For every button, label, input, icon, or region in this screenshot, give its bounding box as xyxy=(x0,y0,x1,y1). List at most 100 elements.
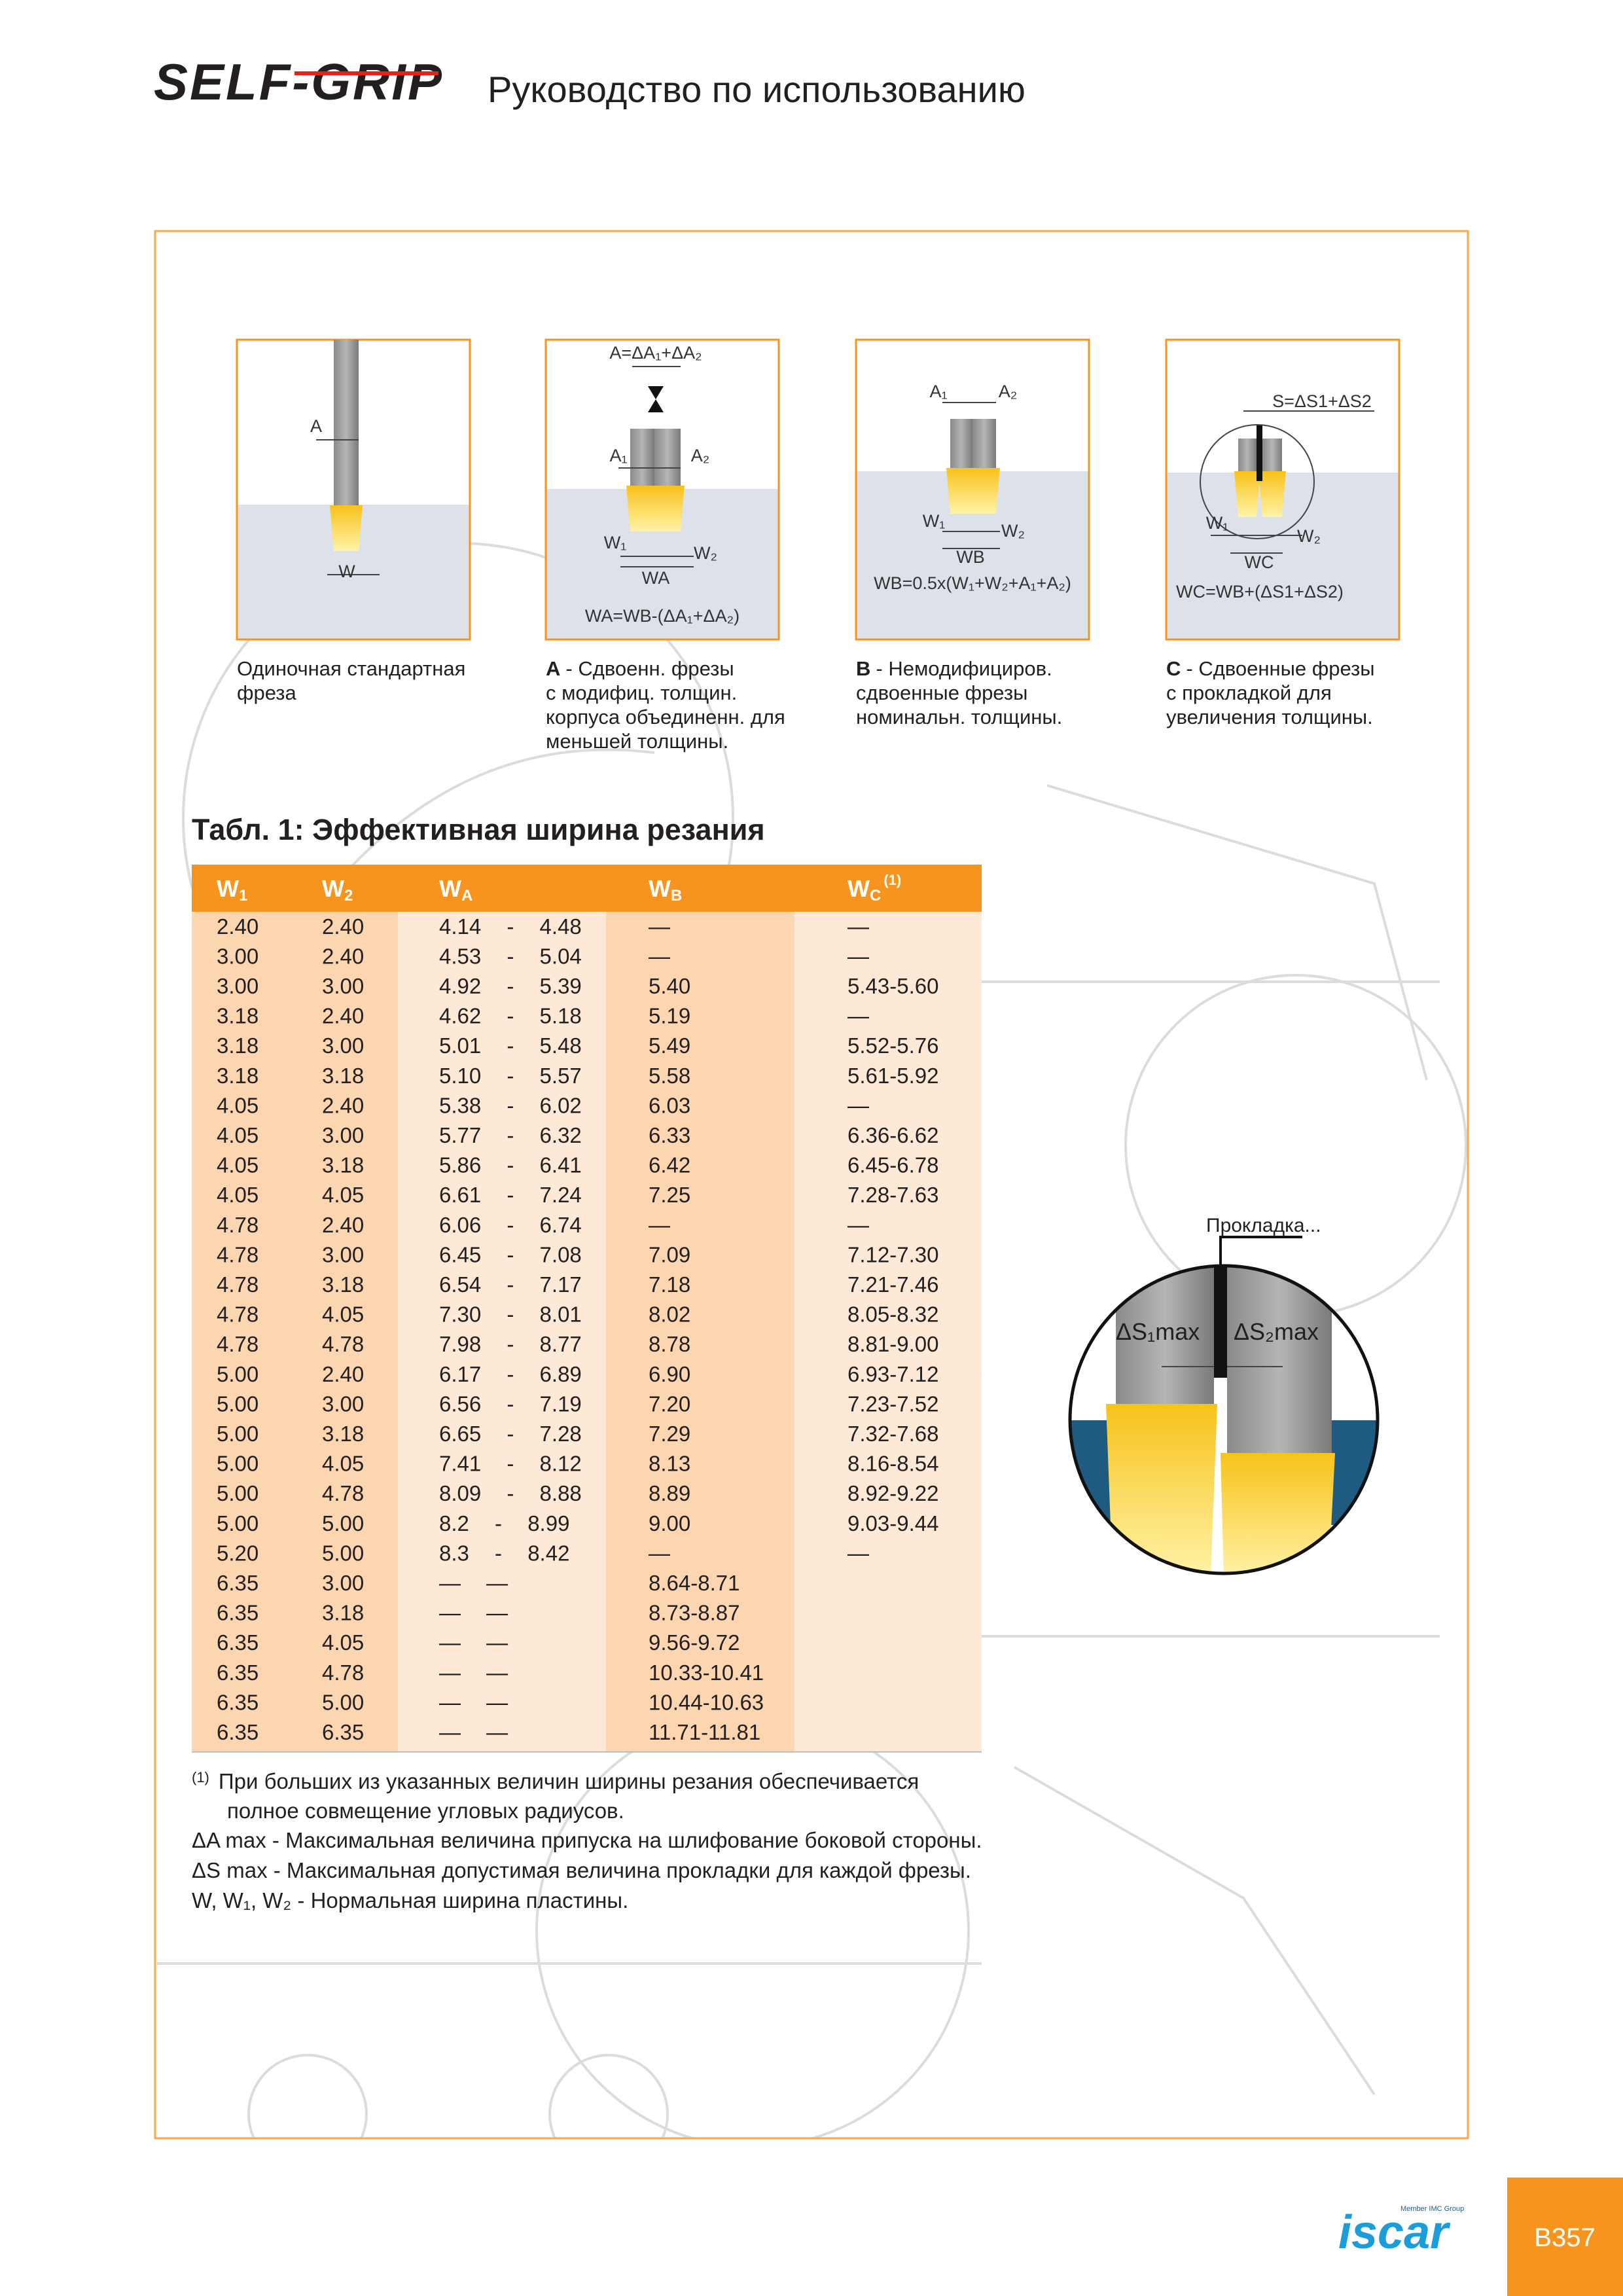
header-sub: A xyxy=(461,887,473,905)
caption-text: корпуса объединенн. для xyxy=(546,706,785,728)
table-cell: 3.00 xyxy=(322,1391,364,1416)
table-cell: 4.78 xyxy=(217,1302,259,1327)
caption-text: увеличения толщины. xyxy=(1166,706,1373,728)
table-cell: 5.01 - 5.48 xyxy=(439,1033,582,1058)
table-cell: 10.44-10.63 xyxy=(649,1690,764,1714)
inset-label: ΔS₂max xyxy=(1234,1318,1319,1345)
table-cell: 5.00 xyxy=(217,1452,259,1476)
table-cell: 3.18 xyxy=(217,1064,259,1088)
table-cell: 7.09 xyxy=(649,1242,690,1266)
table-cell: 2.40 xyxy=(217,914,259,939)
diagram-label: W₂ xyxy=(1297,526,1321,546)
diagram-box xyxy=(544,338,780,641)
table-cell: 3.18 xyxy=(322,1422,364,1446)
content-frame xyxy=(154,230,1469,2140)
table-cell: — — xyxy=(439,1601,508,1625)
table-cell: — xyxy=(649,1541,670,1565)
diagram-label: WB=0.5x(W₁+W₂+A₁+A₂) xyxy=(874,573,1071,593)
table-cell: 4.05 xyxy=(217,1123,259,1147)
cutter-body xyxy=(1227,1266,1332,1460)
diagram-caption: C- Сдвоенные фрезы xyxy=(1166,657,1375,680)
table-cell: 3.00 xyxy=(322,1033,364,1058)
table-cell: 8.92-9.22 xyxy=(847,1481,938,1505)
table-cell: 9.56-9.72 xyxy=(649,1630,740,1655)
table-cell: 6.06 - 6.74 xyxy=(439,1213,582,1237)
table-cell: 7.30 - 8.01 xyxy=(439,1302,582,1327)
table-cell: 8.16-8.54 xyxy=(847,1452,938,1476)
table-cell: 5.00 xyxy=(217,1481,259,1505)
table-cell: 6.35 xyxy=(322,1720,364,1744)
column-header: W1 xyxy=(217,875,247,905)
diagram-label: S=ΔS1+ΔS2 xyxy=(1272,391,1372,411)
table-cell: 8.02 xyxy=(649,1302,690,1327)
diagram-caption: сдвоенные фрезы xyxy=(856,681,1027,704)
table-cell: 2.40 xyxy=(322,914,364,939)
footnote: ΔS max - Максимальная допустимая величин… xyxy=(192,1858,971,1882)
table-cell: 4.78 xyxy=(217,1213,259,1237)
table-cell: 8.64-8.71 xyxy=(649,1571,740,1595)
table-cell: 5.58 xyxy=(649,1064,690,1088)
table-cell: 7.29 xyxy=(649,1422,690,1446)
table-cell: 5.00 xyxy=(322,1690,364,1714)
table-cell: 3.18 xyxy=(322,1153,364,1177)
table-cell: 6.54 - 7.17 xyxy=(439,1272,582,1297)
diagram-label: WA xyxy=(642,568,670,588)
table-cell: 6.35 xyxy=(217,1601,259,1625)
cutter-insert xyxy=(1234,471,1260,517)
header-main: W xyxy=(847,875,870,902)
header-main: W xyxy=(217,875,239,902)
table-cell: 4.05 xyxy=(217,1093,259,1117)
table-cell: 5.20 xyxy=(217,1541,259,1565)
cutter-insert xyxy=(946,468,976,514)
table-cell: 9.00 xyxy=(649,1511,690,1535)
table-cell: 3.00 xyxy=(322,1242,364,1266)
table-cell: — — xyxy=(439,1660,508,1685)
header-title: Руководство по использованию xyxy=(488,69,1026,110)
cutter-insert xyxy=(1106,1404,1217,1573)
table-title: Табл. 1: Эффективная ширина резания xyxy=(192,813,765,846)
table-cell: 6.36-6.62 xyxy=(847,1123,938,1147)
header-sub: 1 xyxy=(239,887,247,905)
caption-text: - Сдвоенные фрезы xyxy=(1186,657,1374,680)
table-cell: 8.78 xyxy=(649,1332,690,1356)
header-sub: B xyxy=(671,887,682,905)
table-cell: 6.03 xyxy=(649,1093,690,1117)
table-cell: 7.25 xyxy=(649,1183,690,1207)
table-cell: 7.32-7.68 xyxy=(847,1422,938,1446)
diagram-label: A₂ xyxy=(691,446,710,465)
table-cell: 4.62 - 5.18 xyxy=(439,1004,582,1028)
diagram-label: A₂ xyxy=(999,382,1018,401)
table-column-bg xyxy=(794,912,982,1752)
shim-leader xyxy=(1219,1236,1302,1273)
table-cell: 8.09 - 8.88 xyxy=(439,1481,582,1505)
table-cell: 4.78 xyxy=(322,1481,364,1505)
diagram-label: W₂ xyxy=(694,543,717,563)
table-cell: 4.78 xyxy=(217,1332,259,1356)
table-cell: — xyxy=(847,1004,869,1028)
table-cell: 8.89 xyxy=(649,1481,690,1505)
table-cell: 5.52-5.76 xyxy=(847,1033,938,1058)
caption-letter: B xyxy=(856,657,870,680)
table-cell: 5.19 xyxy=(649,1004,690,1028)
table-column-bg xyxy=(398,912,606,1752)
table-cell: 4.05 xyxy=(322,1630,364,1655)
table-cell: 4.78 xyxy=(217,1272,259,1297)
table-cell: 5.00 xyxy=(322,1511,364,1535)
diagram-caption: номинальн. толщины. xyxy=(856,706,1062,728)
caption-letter: A xyxy=(546,657,560,680)
table-cell: — — xyxy=(439,1720,508,1744)
table-cell: 6.65 - 7.28 xyxy=(439,1422,582,1446)
table-cell: 7.28-7.63 xyxy=(847,1183,938,1207)
table-column-bg xyxy=(308,912,398,1752)
table-cell: — xyxy=(847,944,869,968)
table-cell: 2.40 xyxy=(322,944,364,968)
page-number: B357 xyxy=(1534,2223,1595,2252)
table-cell: 5.86 - 6.41 xyxy=(439,1153,582,1177)
table-cell: 3.18 xyxy=(217,1033,259,1058)
cutter-insert xyxy=(969,468,1000,514)
table-cell: 5.00 xyxy=(217,1362,259,1386)
table-cell: 3.18 xyxy=(322,1272,364,1297)
cutter-insert xyxy=(1258,471,1286,517)
